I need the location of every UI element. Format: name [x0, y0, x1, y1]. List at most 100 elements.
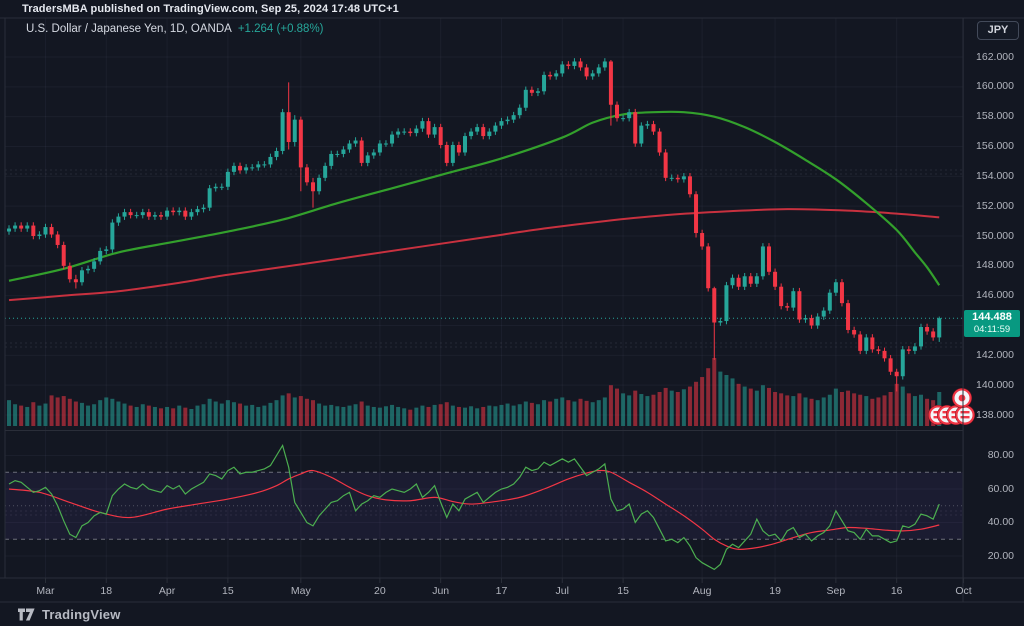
price-axis-label: 146.000 — [976, 289, 1014, 302]
candle-body — [535, 91, 540, 93]
candle-body — [833, 282, 838, 293]
candle-body — [602, 61, 607, 68]
candle-body — [438, 127, 443, 146]
volume-bar — [602, 397, 607, 426]
candle-body — [505, 119, 510, 122]
candle-body — [432, 127, 437, 135]
volume-bar — [140, 404, 145, 426]
candle-body — [159, 215, 163, 217]
candle-body — [621, 118, 626, 120]
volume-bar — [262, 405, 267, 426]
candle-body — [754, 276, 759, 284]
candle-body — [882, 350, 887, 359]
candle-body — [402, 131, 407, 133]
candle-body — [213, 186, 218, 189]
candle-body — [444, 145, 449, 163]
volume-bar — [554, 398, 559, 426]
volume-bar — [748, 388, 753, 426]
candle-body — [171, 210, 176, 213]
volume-bar — [675, 392, 680, 426]
volume-bar — [335, 406, 340, 426]
volume-bar — [341, 406, 346, 426]
currency-badge[interactable]: JPY — [977, 21, 1019, 40]
candle-body — [256, 164, 261, 168]
candle-body — [785, 306, 790, 308]
current-price-badge[interactable]: 144.488 04:11:59 — [964, 310, 1020, 337]
candle-body — [98, 250, 103, 262]
current-price-value: 144.488 — [972, 311, 1012, 323]
volume-bar — [639, 394, 644, 426]
candle-body — [268, 156, 273, 165]
candle-body — [371, 152, 376, 156]
candle-body — [645, 124, 650, 126]
volume-bar — [767, 387, 771, 426]
volume-bar — [426, 406, 431, 426]
candle-body — [134, 215, 139, 217]
volume-bar — [566, 400, 571, 426]
candle-body — [548, 74, 553, 77]
brand-name[interactable]: TradingView — [42, 606, 121, 622]
tradingview-logo-icon[interactable] — [18, 607, 35, 622]
volume-bar — [596, 400, 601, 426]
time-axis-label: Jun — [432, 585, 450, 597]
volume-bar — [535, 404, 540, 426]
volume-bar — [694, 381, 699, 426]
candle-body — [450, 145, 455, 163]
time-axis-label: 16 — [890, 585, 903, 597]
candle-body — [706, 246, 711, 289]
candle-body — [86, 268, 91, 271]
volume-bar — [894, 383, 899, 426]
candle-body — [49, 227, 54, 235]
candle-body — [584, 67, 589, 77]
volume-bar — [390, 404, 395, 426]
candle-body — [390, 134, 395, 144]
time-axis-label: May — [290, 585, 311, 597]
candle-body — [937, 318, 942, 338]
volume-bar — [317, 403, 322, 426]
volume-bar — [250, 404, 255, 426]
volume-bar — [37, 405, 42, 426]
candle-body — [383, 143, 388, 145]
volume-bar — [712, 358, 717, 426]
symbol-legend[interactable]: U.S. Dollar / Japanese Yen, 1D, OANDA +1.… — [26, 23, 324, 35]
volume-bar — [396, 406, 401, 426]
time-axis-label: Apr — [158, 585, 176, 597]
candle-body — [250, 167, 255, 169]
candle-body — [779, 286, 784, 307]
volume-bar — [420, 405, 425, 426]
candle-body — [846, 303, 851, 330]
volume-bar — [827, 394, 832, 426]
candle-body — [803, 318, 808, 320]
volume-bar — [846, 390, 851, 426]
volume-bar — [73, 401, 78, 426]
candle-body — [542, 74, 547, 92]
volume-bar — [651, 394, 656, 426]
volume-bar — [7, 400, 11, 426]
candle-body — [365, 155, 370, 163]
time-axis-label: Sep — [826, 585, 846, 597]
volume-bar — [98, 400, 103, 426]
volume-bar — [238, 403, 243, 426]
candle-body — [286, 112, 291, 143]
volume-bar — [791, 396, 796, 426]
candle-body — [329, 153, 334, 166]
volume-bar — [876, 397, 881, 426]
volume-bar — [475, 408, 480, 426]
candle-body — [712, 288, 717, 323]
volume-bar — [104, 397, 109, 426]
volume-bar — [116, 401, 121, 426]
volume-bar — [687, 386, 692, 426]
volume-bar — [134, 406, 139, 426]
volume-bar — [754, 390, 759, 426]
candle-body — [809, 318, 814, 326]
volume-bar — [621, 393, 626, 426]
volume-bar — [919, 394, 923, 426]
candle-body — [238, 165, 243, 171]
volume-bar — [444, 402, 449, 426]
volume-bar — [584, 400, 589, 426]
volume-bar — [785, 395, 790, 426]
volume-bar — [821, 397, 826, 426]
rsi-axis-label: 20.00 — [987, 549, 1014, 562]
volume-bar — [244, 405, 249, 426]
